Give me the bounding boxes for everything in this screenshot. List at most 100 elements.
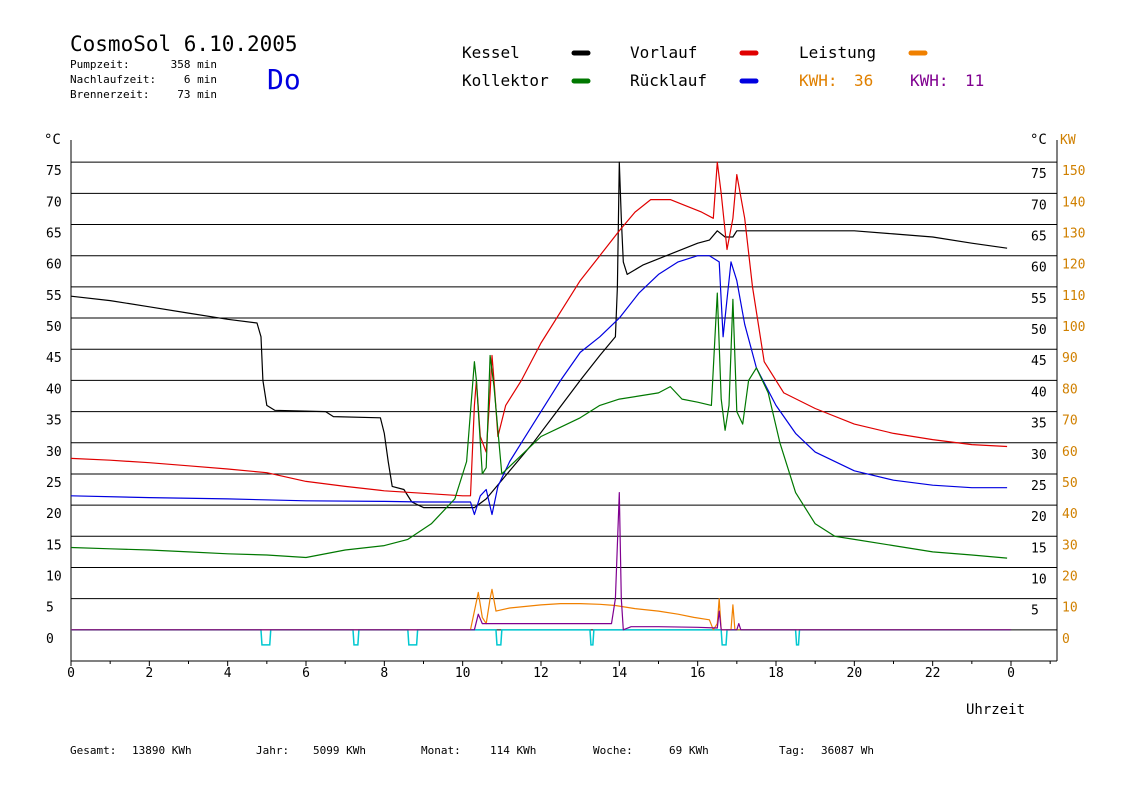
total-label: Monat: <box>421 744 461 757</box>
stat-value: 358 min <box>171 58 217 71</box>
y-tick-label-right-temp: 50 <box>1031 323 1047 338</box>
y-tick-label-right-power: 150 <box>1062 164 1085 179</box>
y-tick-label-right-power: 80 <box>1062 382 1078 397</box>
grid <box>71 161 1057 631</box>
legend-label: Kollektor <box>462 71 549 90</box>
series-line-vorlauf <box>70 161 1008 497</box>
y-tick-label-right-power: 60 <box>1062 445 1078 460</box>
series-line-kessel <box>70 161 1008 509</box>
y-tick-label-right-temp: 30 <box>1031 448 1047 463</box>
total-label: Gesamt: <box>70 744 116 757</box>
total-label: Woche: <box>593 744 633 757</box>
legend-label: Leistung <box>799 43 876 62</box>
x-tick-label: 22 <box>925 666 941 681</box>
series-line-kollektor <box>70 292 1008 559</box>
y-tick-label-left: 0 <box>46 632 54 647</box>
x-tick-label: 18 <box>768 666 784 681</box>
series-pump-line <box>71 629 1011 646</box>
y-tick-label-right-power: 90 <box>1062 351 1078 366</box>
kwh-value: 36 <box>854 71 873 90</box>
x-tick-label: 16 <box>690 666 706 681</box>
x-tick-label: 0 <box>67 666 75 681</box>
legend-label: Rücklauf <box>630 71 707 90</box>
total-value: 36087 Wh <box>821 744 874 757</box>
y-tick-label-right-power: 140 <box>1062 195 1085 210</box>
series-line-leistung <box>71 588 1011 631</box>
y-tick-label-right-power: 40 <box>1062 507 1078 522</box>
y-axis-label-right-power: KW <box>1060 133 1076 148</box>
y-tick-label-left: 55 <box>46 289 62 304</box>
stat-value: 6 min <box>184 73 217 86</box>
total-value: 5099 KWh <box>313 744 366 757</box>
y-tick-label-left: 20 <box>46 507 62 522</box>
y-tick-label-right-temp: 60 <box>1031 261 1047 276</box>
x-axis-label: Uhrzeit <box>966 702 1025 718</box>
x-tick-label: 8 <box>380 666 388 681</box>
y-tick-label-right-temp: 20 <box>1031 510 1047 525</box>
y-tick-label-right-temp: 70 <box>1031 198 1047 213</box>
x-tick-label: 10 <box>455 666 471 681</box>
kwh-label: KWH: <box>799 71 838 90</box>
total-value: 69 KWh <box>669 744 709 757</box>
series-group <box>70 161 1011 646</box>
y-tick-label-left: 65 <box>46 227 62 242</box>
y-tick-label-left: 10 <box>46 569 62 584</box>
series-line-rücklauf <box>70 255 1008 516</box>
y-tick-label-right-temp: 55 <box>1031 292 1047 307</box>
y-tick-label-left: 75 <box>46 164 62 179</box>
header: CosmoSol 6.10.2005 Pumpzeit: 358 min Nachl… <box>70 32 301 101</box>
y-axis-label-left: °C <box>44 132 61 148</box>
x-tick-label: 4 <box>224 666 232 681</box>
legend-label: Vorlauf <box>630 43 697 62</box>
y-tick-label-left: 30 <box>46 445 62 460</box>
x-tick-label: 12 <box>533 666 549 681</box>
y-tick-label-left: 15 <box>46 538 62 553</box>
y-tick-label-right-temp: 10 <box>1031 572 1047 587</box>
x-tick-label: 20 <box>847 666 863 681</box>
y-tick-label-left: 45 <box>46 351 62 366</box>
chart-title: CosmoSol 6.10.2005 <box>70 32 298 56</box>
y-tick-label-left: 25 <box>46 476 62 491</box>
stat-value: 73 min <box>177 88 217 101</box>
y-tick-label-right-power: 0 <box>1062 632 1070 647</box>
day-label: Do <box>267 63 301 96</box>
total-label: Tag: <box>779 744 806 757</box>
y-tick-label-right-temp: 25 <box>1031 479 1047 494</box>
stat-label: Brennerzeit: <box>70 88 149 101</box>
x-tick-label: 0 <box>1007 666 1015 681</box>
y-tick-label-right-power: 110 <box>1062 289 1085 304</box>
x-tick-label: 2 <box>145 666 153 681</box>
y-tick-label-right-power: 70 <box>1062 414 1078 429</box>
y-tick-label-right-power: 50 <box>1062 476 1078 491</box>
y-tick-label-right-temp: 75 <box>1031 167 1047 182</box>
legend: Kessel Vorlauf Leistung Kollektor Rücklauf KW… <box>462 43 984 90</box>
y-tick-label-right-power: 30 <box>1062 538 1078 553</box>
y-tick-label-left: 5 <box>46 601 54 616</box>
stats-block: Pumpzeit: 358 min Nachlaufzeit: 6 min Brenne… <box>70 58 217 101</box>
y-tick-label-right-power: 130 <box>1062 227 1085 242</box>
series-line-leistung-kollektor <box>71 492 1011 631</box>
y-tick-label-right-power: 10 <box>1062 601 1078 616</box>
kwh-value: 11 <box>965 71 984 90</box>
footer-totals: Gesamt: 13890 KWh Jahr: 5099 KWh Monat: 114 K… <box>70 744 874 757</box>
y-tick-label-left: 60 <box>46 258 62 273</box>
y-tick-label-left: 70 <box>46 195 62 210</box>
legend-label: Kessel <box>462 43 520 62</box>
y-tick-label-right-temp: 35 <box>1031 417 1047 432</box>
y-tick-label-right-power: 20 <box>1062 569 1078 584</box>
total-value: 114 KWh <box>490 744 536 757</box>
y-tick-label-left: 40 <box>46 382 62 397</box>
kwh-label: KWH: <box>910 71 949 90</box>
stat-label: Nachlaufzeit: <box>70 73 156 86</box>
y-tick-label-right-power: 100 <box>1062 320 1085 335</box>
y-tick-label-right-temp: 40 <box>1031 385 1047 400</box>
x-tick-label: 6 <box>302 666 310 681</box>
y-tick-label-right-temp: 5 <box>1031 604 1039 619</box>
stat-label: Pumpzeit: <box>70 58 130 71</box>
y-axis-label-right-temp: °C <box>1030 132 1047 148</box>
y-tick-label-left: 50 <box>46 320 62 335</box>
x-tick-label: 14 <box>612 666 628 681</box>
y-tick-label-right-temp: 45 <box>1031 354 1047 369</box>
y-tick-label-right-temp: 15 <box>1031 541 1047 556</box>
